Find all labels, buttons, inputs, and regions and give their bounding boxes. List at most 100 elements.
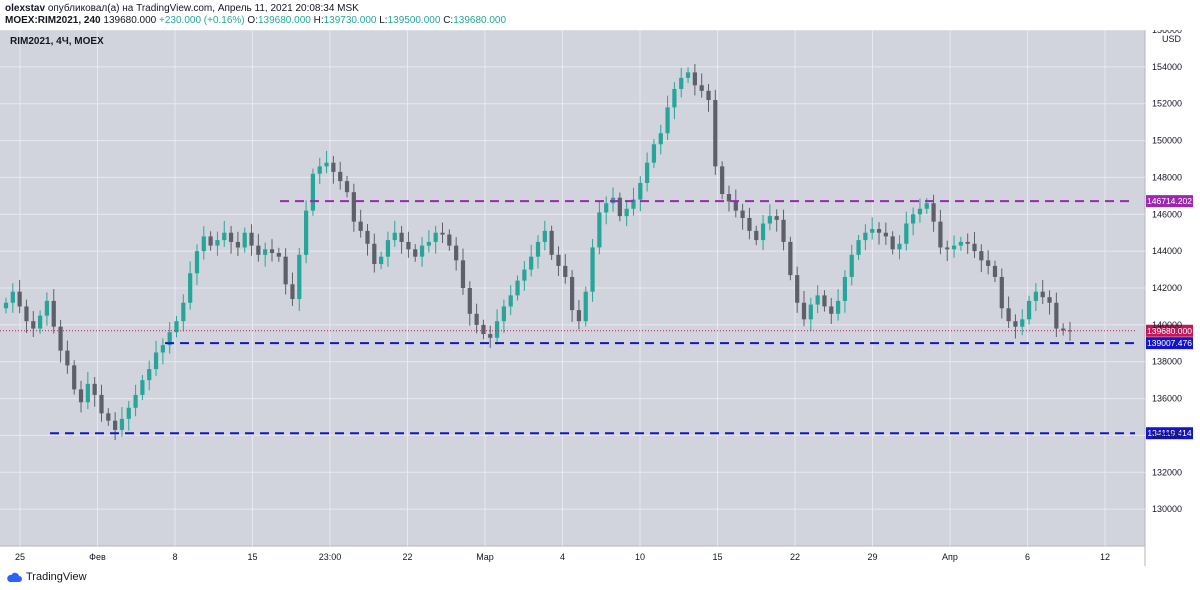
candlestick-chart[interactable]: 146714.202 139680.000 139007.476 134119.414… [0,25,1200,566]
y-tick-label: 154000 [1152,62,1182,72]
candle-body [188,273,193,303]
y-tick-label: 150000 [1152,136,1182,146]
candle-body [338,171,343,182]
candle-body [631,199,636,209]
candle-body [215,240,220,246]
candle-body [706,90,711,101]
candle-body [58,326,63,351]
candle-body [713,100,718,167]
published-text: опубликовал(а) на TradingView.com, Апрел… [47,3,359,14]
candle-body [685,72,691,78]
candle-body [222,232,227,241]
x-tick-label: Фев [89,552,106,562]
candle-body [972,243,977,252]
candle-body [37,315,43,329]
candles [3,63,1073,441]
candle-body [556,254,561,266]
y-tick-label: 146000 [1152,209,1182,219]
candle-body [379,256,384,265]
x-tick-label: 6 [1025,552,1030,562]
level-price-tag [1146,324,1193,337]
candle-body [890,236,895,250]
y-tick-label: 152000 [1152,99,1182,109]
candle-body [597,212,602,248]
candle-body [822,295,827,307]
chart-legend: RIM2021, 4Ч, MOEX [10,36,104,47]
candle-body [951,245,957,250]
symbol-label: MOEX:RIM2021, 240 [5,15,101,26]
candle-body [474,313,479,325]
candle-body [99,394,104,414]
candle-body [1054,302,1059,329]
candle-body [788,241,793,276]
candle-body [856,240,861,255]
y-tick-label: 132000 [1152,467,1182,477]
x-tick-label: 8 [172,552,177,562]
y-tick-labels: 130000 132000 134000 136000 138000 140000 1420… [1152,25,1182,514]
candle-body [747,217,752,231]
candle-body [283,256,288,285]
candle-body [529,256,534,270]
x-tick-label: Мар [476,552,494,562]
candle-body [419,245,425,257]
candle-body [194,251,200,274]
level-price-label: 139007.476 [1147,338,1192,348]
y-tick-label: 156000 [1152,30,1182,35]
candle-body [958,241,963,246]
candle-body [917,208,923,215]
author-name[interactable]: olexstav [5,3,46,14]
x-tick-label: 22 [402,552,412,562]
low-value: 139500.000 [387,15,441,26]
candle-body [733,201,738,211]
candle-body [549,230,554,255]
y-tick-label: 134000 [1152,430,1182,440]
candle-body [1006,308,1011,322]
candle-body [679,77,684,89]
candle-body [324,162,329,167]
ohlc-info: MOEX:RIM2021, 240 139680.000 +230.000 (+… [5,15,506,26]
candle-body [624,208,629,217]
candle-body [460,260,466,288]
candle-body [883,232,888,237]
candle-body [842,276,848,301]
candle-body [726,194,732,202]
candle-body [413,249,418,257]
candle-body [992,265,998,277]
time-axis[interactable] [0,546,1145,566]
candle-body [938,221,943,248]
candle-body [10,291,15,303]
candle-body [781,219,786,242]
x-tick-label: 10 [635,552,645,562]
x-tick-label: 15 [712,552,722,562]
candle-body [65,350,70,366]
horizontal-levels: 146714.202 139680.000 139007.476 134119.414 [0,195,1193,440]
y-tick-label: 140000 [1152,320,1182,330]
candle-body [310,173,316,211]
tradingview-logo[interactable]: TradingView [6,571,87,583]
candle-body [78,389,84,403]
candle-body [658,133,663,145]
grid-lines [0,29,1145,546]
candle-body [863,232,868,241]
candle-body [542,230,547,242]
candle-body [440,232,445,235]
candle-body [1013,321,1018,327]
footer: TradingView [0,566,1200,590]
candle-body [1061,328,1066,331]
y-tick-label: 138000 [1152,357,1182,367]
x-tick-label: 15 [247,552,257,562]
y-tick-label: 148000 [1152,172,1182,182]
price-axis[interactable] [1145,30,1200,566]
candle-body [235,241,241,248]
candle-body [269,249,275,253]
x-tick-label: 22 [790,552,800,562]
candle-body [1033,291,1039,301]
chart-area[interactable]: 146714.202 139680.000 139007.476 134119.414… [0,25,1200,566]
candle-body [760,223,766,241]
candle-body [106,413,111,421]
open-value: 139680.000 [257,15,311,26]
candle-body [256,245,261,255]
candle-body [563,265,568,277]
candle-body [665,107,670,134]
candle-body [1026,300,1032,320]
